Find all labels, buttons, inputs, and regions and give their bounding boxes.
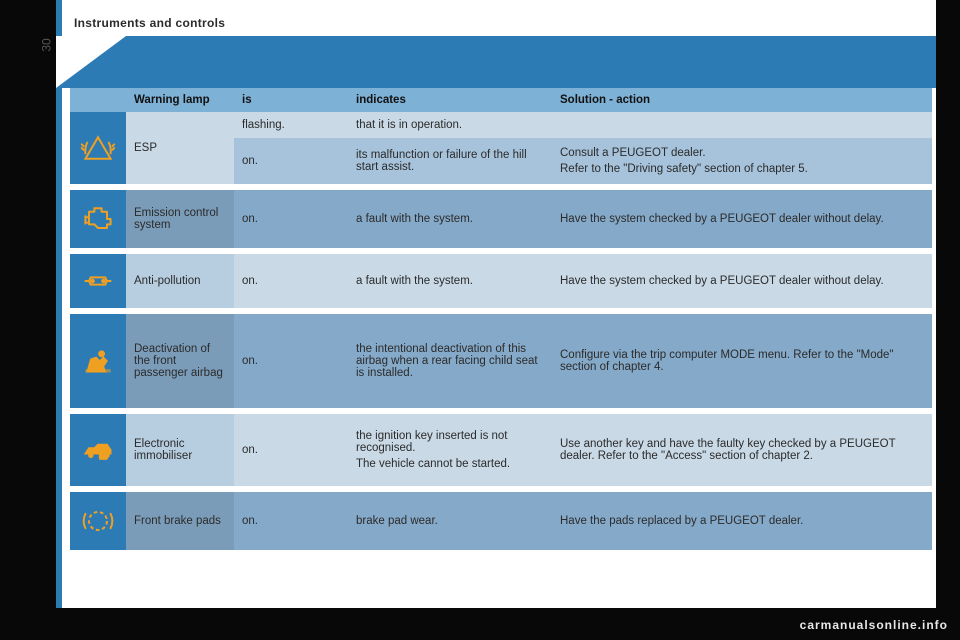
sol-cell: Configure via the trip computer MODE men…: [552, 314, 932, 408]
page-number: 30: [40, 38, 54, 51]
section-title: Instruments and controls: [74, 16, 225, 30]
is-cell: on.: [234, 414, 348, 486]
table-header-row: Warning lamp is indicates Solution - act…: [70, 88, 932, 112]
is-cell: on.: [234, 254, 348, 308]
table-row: Front brake pads on. brake pad wear. Hav…: [70, 492, 932, 550]
ind-cell: the ignition key inserted is not recogni…: [348, 414, 552, 486]
sol-cell: Consult a PEUGEOT dealer. Refer to the "…: [552, 138, 932, 184]
is-cell: on.: [234, 314, 348, 408]
is-cell: on.: [234, 138, 348, 184]
lamp-cell: Deactivation of the front passenger airb…: [126, 314, 234, 408]
esp-icon: [70, 112, 126, 184]
table-row: Electronic immobiliser on. the ignition …: [70, 414, 932, 486]
sol-cell: Have the system checked by a PEUGEOT dea…: [552, 254, 932, 308]
warning-lamp-table: Warning lamp is indicates Solution - act…: [70, 88, 932, 550]
footer-watermark: carmanualsonline.info: [800, 618, 948, 632]
brake-pads-icon: [70, 492, 126, 550]
sol-line: Refer to the "Driving safety" section of…: [560, 163, 808, 175]
sol-cell: Have the system checked by a PEUGEOT dea…: [552, 190, 932, 248]
blue-banner: [56, 36, 936, 88]
airbag-off-icon: [70, 314, 126, 408]
ind-cell: that it is in operation.: [348, 112, 552, 138]
left-margin-bar: [56, 0, 62, 608]
table-row: Deactivation of the front passenger airb…: [70, 314, 932, 408]
ind-cell: a fault with the system.: [348, 254, 552, 308]
engine-icon: [70, 190, 126, 248]
ind-cell: the intentional deactivation of this air…: [348, 314, 552, 408]
anti-pollution-icon: [70, 254, 126, 308]
header-icon-cell: [70, 88, 126, 112]
lamp-cell: Emission control system: [126, 190, 234, 248]
lamp-cell: Front brake pads: [126, 492, 234, 550]
ind-line: the ignition key inserted is not recogni…: [356, 430, 544, 454]
sol-cell: Use another key and have the faulty key …: [552, 414, 932, 486]
ind-line: The vehicle cannot be started.: [356, 458, 510, 470]
table-row: Emission control system on. a fault with…: [70, 190, 932, 248]
header-lamp: Warning lamp: [126, 88, 234, 112]
is-cell: flashing.: [234, 112, 348, 138]
lamp-cell: ESP: [126, 112, 234, 184]
is-cell: on.: [234, 190, 348, 248]
sol-cell: Have the pads replaced by a PEUGEOT deal…: [552, 492, 932, 550]
lamp-cell: Anti-pollution: [126, 254, 234, 308]
ind-cell: its malfunction or failure of the hill s…: [348, 138, 552, 184]
sol-line: Consult a PEUGEOT dealer.: [560, 147, 706, 159]
table-row: ESP flashing. that it is in operation.: [70, 112, 932, 138]
sol-cell: [552, 112, 932, 138]
ind-cell: brake pad wear.: [348, 492, 552, 550]
immobiliser-icon: [70, 414, 126, 486]
is-cell: on.: [234, 492, 348, 550]
header-is: is: [234, 88, 348, 112]
ind-cell: a fault with the system.: [348, 190, 552, 248]
header-solution: Solution - action: [552, 88, 932, 112]
lamp-cell: Electronic immobiliser: [126, 414, 234, 486]
header-indicates: indicates: [348, 88, 552, 112]
table-row: Anti-pollution on. a fault with the syst…: [70, 254, 932, 308]
